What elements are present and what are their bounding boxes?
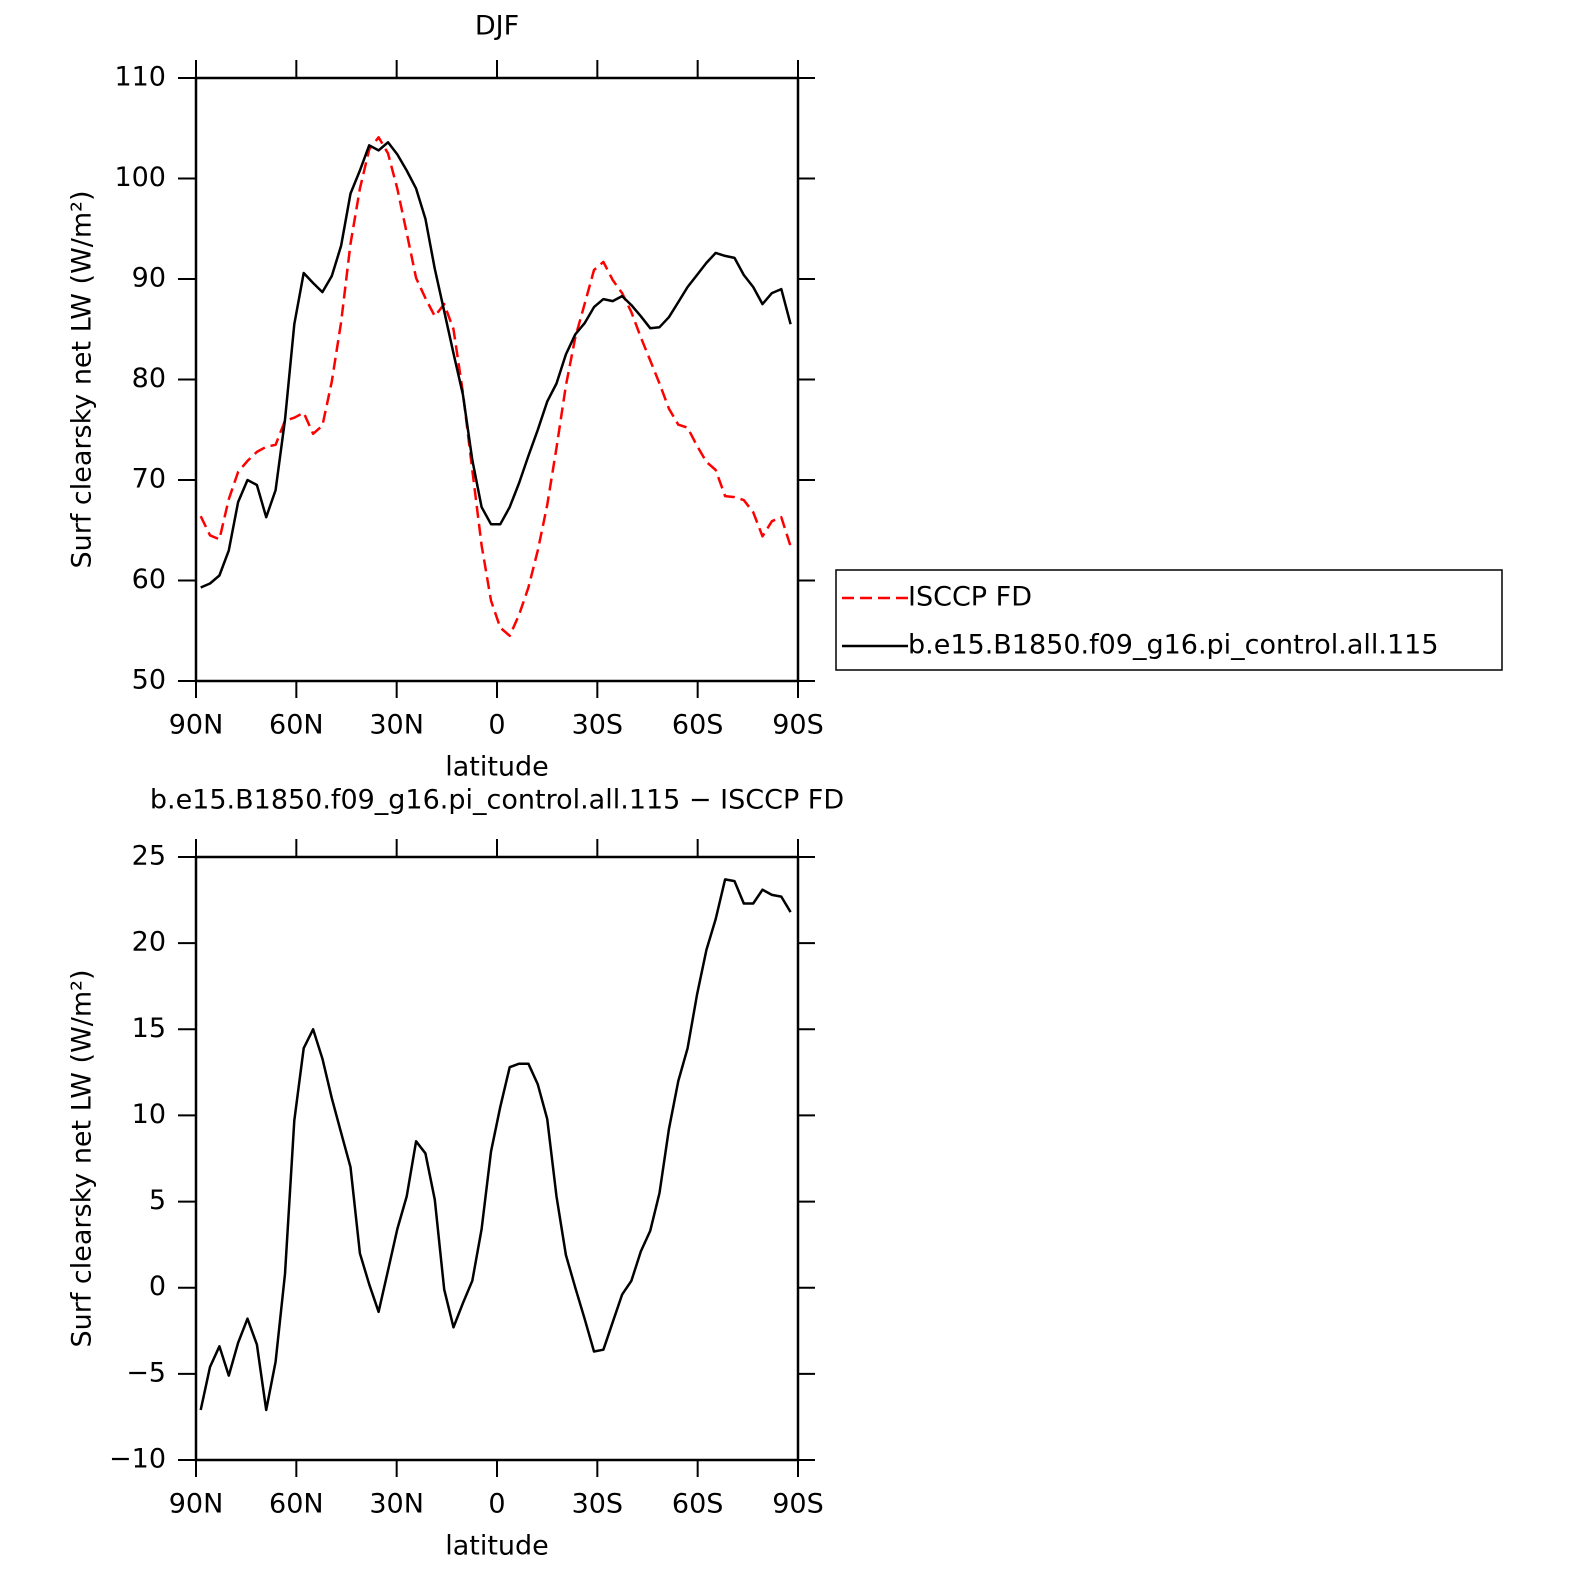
y-tick-label: 10 <box>132 1099 166 1130</box>
chart-title: b.e15.B1850.f09_g16.pi_control.all.115 −… <box>150 785 844 816</box>
y-tick-label: 80 <box>132 363 166 394</box>
y-tick-label: 70 <box>132 464 166 495</box>
legend-box <box>835 569 1503 671</box>
y-tick-label: 15 <box>132 1013 166 1044</box>
x-tick-label: 90N <box>169 1489 224 1520</box>
legend-label: b.e15.B1850.f09_g16.pi_control.all.115 <box>908 630 1439 661</box>
y-tick-label: −5 <box>126 1357 166 1388</box>
y-tick-label: 100 <box>114 162 166 193</box>
y-tick-label: 60 <box>132 564 166 595</box>
x-tick-label: 0 <box>488 710 505 741</box>
legend-label: ISCCP FD <box>908 582 1032 613</box>
y-tick-label: 110 <box>114 62 166 93</box>
x-tick-label: 90S <box>772 1489 824 1520</box>
y-tick-label: 90 <box>132 263 166 294</box>
y-tick-label: 0 <box>149 1271 166 1302</box>
y-tick-label: 20 <box>132 927 166 958</box>
x-tick-label: 90N <box>169 710 224 741</box>
data-line <box>200 141 792 589</box>
plot-frame <box>194 76 800 683</box>
y-tick-label: 50 <box>132 665 166 696</box>
x-tick-label: 30S <box>572 710 624 741</box>
x-tick-label: 60S <box>672 1489 724 1520</box>
x-tick-label: 90S <box>772 710 824 741</box>
y-tick-label: 5 <box>149 1185 166 1216</box>
x-axis-label: latitude <box>445 1531 549 1562</box>
y-tick-label: −10 <box>109 1444 166 1475</box>
x-tick-label: 30S <box>572 1489 624 1520</box>
chart-title: DJF <box>475 11 519 42</box>
plot-frame <box>194 855 800 1462</box>
x-tick-label: 0 <box>488 1489 505 1520</box>
x-tick-label: 30N <box>369 1489 424 1520</box>
y-axis-label: Surf clearsky net LW (W/m²) <box>67 969 98 1347</box>
y-tick-label: 25 <box>132 841 166 872</box>
x-axis-label: latitude <box>445 752 549 783</box>
x-tick-label: 60S <box>672 710 724 741</box>
x-tick-label: 30N <box>369 710 424 741</box>
data-line <box>199 878 792 1412</box>
y-axis-label: Surf clearsky net LW (W/m²) <box>67 190 98 568</box>
data-line <box>199 136 792 638</box>
x-tick-label: 60N <box>269 710 324 741</box>
x-tick-label: 60N <box>269 1489 324 1520</box>
